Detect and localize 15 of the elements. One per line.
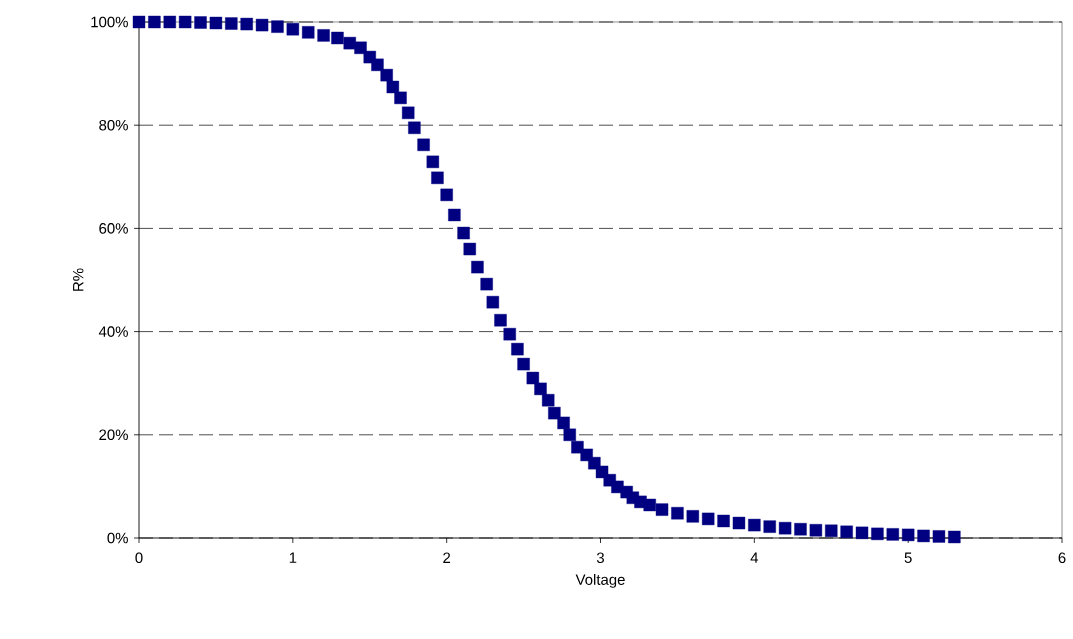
x-tick-label: 0: [135, 552, 143, 564]
y-tick-label: 20%: [99, 429, 128, 441]
y-tick-label: 0%: [107, 532, 128, 544]
x-tick-label: 5: [904, 552, 912, 563]
x-tick-label: 1: [289, 552, 297, 563]
y-tick-label: 60%: [99, 223, 128, 234]
y-tick-label: 80%: [99, 119, 128, 131]
y-tick-label: 40%: [98, 326, 128, 337]
x-tick-label: 4: [750, 552, 759, 563]
x-tick-label: 2: [443, 552, 451, 563]
y-axis-title: R%: [72, 268, 84, 291]
y-tick-label: 100%: [91, 16, 128, 28]
x-tick-label: 3: [596, 552, 605, 564]
x-tick-label: 6: [1058, 552, 1066, 564]
x-axis-title: Voltage: [575, 573, 625, 588]
